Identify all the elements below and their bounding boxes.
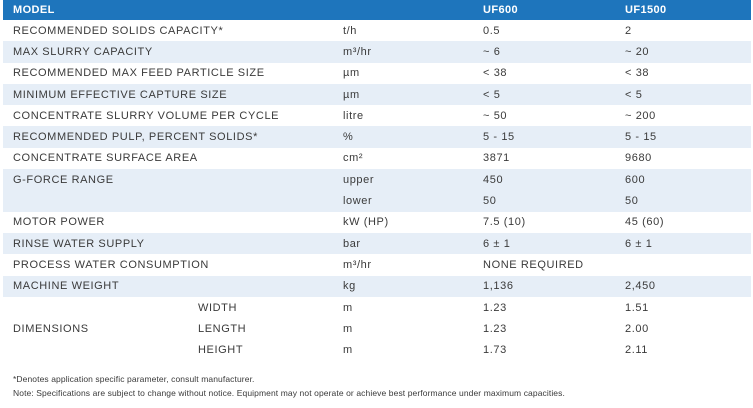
header-model: MODEL bbox=[3, 0, 474, 20]
value-uf1500: < 38 bbox=[615, 62, 752, 84]
unit: m³/hr bbox=[333, 41, 474, 63]
unit: t/h bbox=[333, 20, 474, 42]
value-uf1500: 6 ± 1 bbox=[615, 232, 752, 255]
value-uf600: 0.5 bbox=[473, 20, 616, 42]
table-row: MACHINE WEIGHT kg 1,136 2,450 bbox=[3, 275, 752, 297]
value-uf1500: 9680 bbox=[615, 147, 752, 170]
param-name: RECOMMENDED SOLIDS CAPACITY* bbox=[3, 20, 333, 42]
header-uf1500: UF1500 bbox=[615, 0, 752, 20]
param-name: MAX SLURRY CAPACITY bbox=[3, 41, 333, 63]
specifications-table: MODEL UF600 UF1500 RECOMMENDED SOLIDS CA… bbox=[3, 0, 752, 361]
value-uf600: 3871 bbox=[473, 147, 616, 170]
value-uf600: 1.73 bbox=[473, 339, 616, 361]
value-uf600: < 38 bbox=[473, 62, 616, 84]
footnote-asterisk: *Denotes application specific parameter,… bbox=[13, 374, 255, 384]
value-uf1500: 2,450 bbox=[615, 275, 752, 297]
param-name: MINIMUM EFFECTIVE CAPTURE SIZE bbox=[3, 83, 333, 106]
unit: upper bbox=[333, 169, 474, 191]
dimension-label: LENGTH bbox=[188, 318, 333, 340]
value-uf1500: 600 bbox=[615, 169, 752, 191]
unit: litre bbox=[333, 105, 474, 127]
param-name: RINSE WATER SUPPLY bbox=[3, 232, 333, 255]
table-row-gforce-upper: G-FORCE RANGE upper 450 600 bbox=[3, 169, 752, 191]
value-uf1500: 2 bbox=[615, 20, 752, 42]
table-row: PROCESS WATER CONSUMPTION m³/hr NONE REQ… bbox=[3, 254, 752, 276]
table-row: MAX SLURRY CAPACITY m³/hr ~ 6 ~ 20 bbox=[3, 41, 752, 63]
value-uf1500: 2.11 bbox=[615, 339, 752, 361]
value-uf1500: 2.00 bbox=[615, 318, 752, 340]
unit: m bbox=[333, 318, 474, 340]
unit: m³/hr bbox=[333, 254, 474, 276]
value-uf600: 1,136 bbox=[473, 275, 616, 297]
header-uf600: UF600 bbox=[473, 0, 616, 20]
param-name: MACHINE WEIGHT bbox=[3, 275, 333, 297]
table-row-gforce-lower: lower 50 50 bbox=[3, 190, 752, 212]
value-uf600: NONE REQUIRED bbox=[473, 254, 752, 276]
unit: m bbox=[333, 339, 474, 361]
table-row: MOTOR POWER kW (HP) 7.5 (10) 45 (60) bbox=[3, 211, 752, 233]
table-row: RECOMMENDED MAX FEED PARTICLE SIZE µm < … bbox=[3, 62, 752, 84]
table-row-dimension-width: DIMENSIONS WIDTH m 1.23 1.51 bbox=[3, 296, 752, 361]
value-uf600: < 5 bbox=[473, 83, 616, 106]
param-name: CONCENTRATE SURFACE AREA bbox=[3, 147, 333, 170]
unit: µm bbox=[333, 83, 474, 106]
value-uf1500: < 5 bbox=[615, 83, 752, 106]
value-uf600: 6 ± 1 bbox=[473, 232, 616, 255]
unit: kg bbox=[333, 275, 474, 297]
value-uf600: ~ 50 bbox=[473, 105, 616, 127]
value-uf1500: ~ 20 bbox=[615, 41, 752, 63]
table-row: CONCENTRATE SURFACE AREA cm² 3871 9680 bbox=[3, 147, 752, 170]
param-name: DIMENSIONS bbox=[3, 296, 188, 361]
value-uf600: 450 bbox=[473, 169, 616, 191]
table-header-row: MODEL UF600 UF1500 bbox=[3, 0, 752, 20]
table-row: CONCENTRATE SLURRY VOLUME PER CYCLE litr… bbox=[3, 105, 752, 127]
param-name-empty bbox=[3, 190, 333, 212]
dimension-label: HEIGHT bbox=[188, 339, 333, 361]
unit: bar bbox=[333, 232, 474, 255]
value-uf600: 7.5 (10) bbox=[473, 211, 616, 233]
table-row-dimension-length: LENGTH m 1.23 2.00 bbox=[3, 318, 752, 340]
table-row-dimension-height: HEIGHT m 1.73 2.11 bbox=[3, 339, 752, 361]
unit: m bbox=[333, 296, 474, 319]
table-row: RECOMMENDED PULP, PERCENT SOLIDS* % 5 - … bbox=[3, 126, 752, 148]
unit: % bbox=[333, 126, 474, 148]
unit: cm² bbox=[333, 147, 474, 170]
param-name: RECOMMENDED MAX FEED PARTICLE SIZE bbox=[3, 62, 333, 84]
footnotes: *Denotes application specific parameter,… bbox=[13, 372, 565, 400]
value-uf1500: 50 bbox=[615, 190, 752, 212]
param-name: G-FORCE RANGE bbox=[3, 169, 333, 191]
dimension-label: WIDTH bbox=[188, 296, 333, 319]
param-name: CONCENTRATE SLURRY VOLUME PER CYCLE bbox=[3, 105, 333, 127]
value-uf600: ~ 6 bbox=[473, 41, 616, 63]
value-uf1500: ~ 200 bbox=[615, 105, 752, 127]
table-row: RINSE WATER SUPPLY bar 6 ± 1 6 ± 1 bbox=[3, 232, 752, 255]
param-name: MOTOR POWER bbox=[3, 211, 333, 233]
footnote-note: Note: Specifications are subject to chan… bbox=[13, 388, 565, 398]
value-uf1500: 45 (60) bbox=[615, 211, 752, 233]
unit: kW (HP) bbox=[333, 211, 474, 233]
value-uf600: 5 - 15 bbox=[473, 126, 616, 148]
value-uf600: 50 bbox=[473, 190, 616, 212]
unit: lower bbox=[333, 190, 474, 212]
value-uf1500: 5 - 15 bbox=[615, 126, 752, 148]
value-uf1500: 1.51 bbox=[615, 296, 752, 319]
value-uf600: 1.23 bbox=[473, 296, 616, 319]
param-name: PROCESS WATER CONSUMPTION bbox=[3, 254, 333, 276]
unit: µm bbox=[333, 62, 474, 84]
value-uf600: 1.23 bbox=[473, 318, 616, 340]
table-row: MINIMUM EFFECTIVE CAPTURE SIZE µm < 5 < … bbox=[3, 83, 752, 106]
table-row: RECOMMENDED SOLIDS CAPACITY* t/h 0.5 2 bbox=[3, 20, 752, 42]
param-name: RECOMMENDED PULP, PERCENT SOLIDS* bbox=[3, 126, 333, 148]
